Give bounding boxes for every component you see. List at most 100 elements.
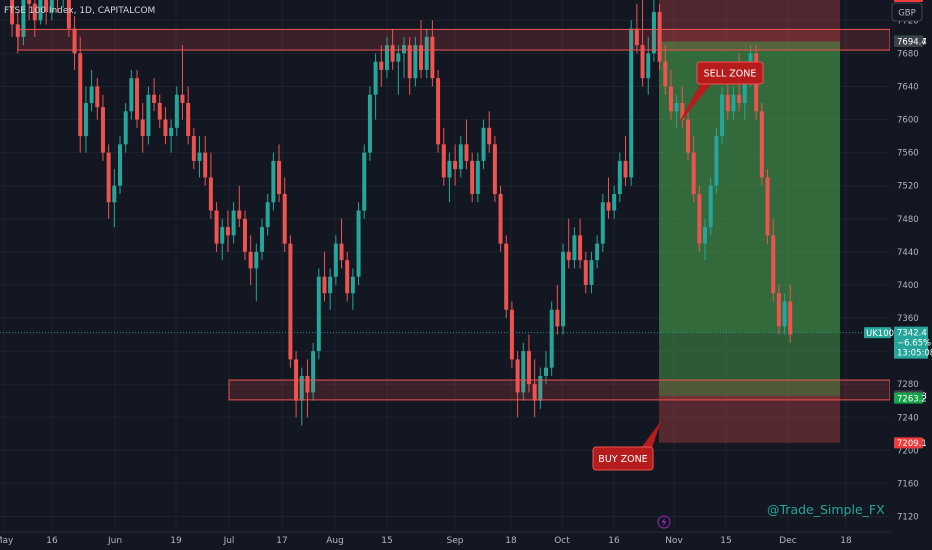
candle-body [538, 375, 543, 401]
candle [316, 268, 321, 360]
candle [492, 136, 497, 203]
candle [703, 218, 708, 261]
candle [38, 0, 43, 25]
candle [504, 235, 509, 319]
candle [277, 144, 282, 203]
candle-body [600, 202, 605, 244]
candle [362, 144, 367, 219]
candle-body [521, 351, 526, 393]
candle [57, 0, 59, 13]
candle [21, 0, 26, 46]
candle-body [413, 45, 418, 79]
candle [311, 342, 316, 401]
lightning-icon[interactable] [657, 515, 671, 529]
time-tick-label: 18 [505, 536, 517, 546]
candle [322, 251, 327, 302]
candle-body [765, 177, 770, 236]
candle [470, 152, 475, 203]
candle [686, 111, 690, 161]
candle [379, 45, 384, 87]
candle [782, 293, 787, 335]
candle-body [379, 61, 384, 70]
candle [271, 152, 276, 211]
zones-overlay [0, 28, 891, 401]
candle-body [441, 144, 446, 178]
candle [640, 0, 645, 87]
candle [657, 3, 662, 70]
time-axis[interactable]: May 16 Jun 19 Jul 17 Aug 15 Sep 18 Oct 16 Nov 15 Dec 18 [0, 531, 890, 546]
candle [129, 69, 134, 120]
candle [714, 127, 719, 194]
price-label-text: 7263.2 [897, 394, 927, 404]
candles [10, 0, 793, 426]
candle-body [419, 45, 424, 70]
candle [646, 36, 651, 95]
candle-body [118, 144, 122, 186]
price-tick-label: 7520 [897, 182, 919, 192]
last-price-badge: UK100 7342.4−6.65%13:05:08 [864, 326, 932, 359]
price-label: 7748.8 [894, 0, 927, 3]
candle-body [191, 136, 196, 161]
candle-body [771, 235, 776, 294]
candle [634, 3, 639, 54]
candle-body [390, 45, 395, 62]
candle-body [402, 45, 406, 54]
candle-body [282, 193, 287, 244]
candle [157, 94, 162, 128]
candle-body [299, 375, 304, 401]
symbol-badge-bg [864, 327, 891, 339]
candle [299, 367, 304, 426]
currency-label[interactable]: GBP [898, 9, 916, 19]
candle [447, 152, 452, 203]
candle-body [532, 384, 537, 401]
candle [617, 152, 622, 203]
candle-body [549, 309, 554, 368]
candle-body [333, 243, 338, 277]
candle-body [470, 160, 475, 194]
candle-body [311, 351, 316, 393]
candle-body [742, 78, 747, 103]
candle [225, 210, 230, 252]
price-labels: 7748.87694.77694.47265.87263.27209.1UK10… [864, 0, 932, 449]
candle [95, 78, 100, 120]
candle [487, 111, 492, 153]
price-tick-label: 7680 [897, 49, 919, 59]
candle [254, 243, 259, 302]
candle [44, 0, 49, 25]
candle-body [634, 28, 639, 46]
sell-zone-box [696, 61, 764, 85]
price-tick-label: 7400 [897, 281, 919, 291]
sell-zone-callout: SELL ZONE [677, 61, 764, 126]
candle-body [174, 94, 179, 128]
candle-body [220, 227, 225, 244]
candle [163, 107, 168, 145]
candle-body [367, 94, 372, 153]
candle [123, 103, 128, 153]
price-tick-label: 7280 [897, 380, 919, 390]
candle-body [362, 152, 367, 211]
price-tick-label: 7120 [897, 513, 919, 523]
price-tick-label: 7160 [897, 479, 919, 489]
price-axis[interactable]: 7120716072007240728073207360740074407480… [890, 0, 932, 550]
candle-body [396, 53, 401, 62]
candle [208, 152, 213, 219]
candle [441, 127, 446, 186]
candle-body [657, 12, 662, 62]
candle [521, 342, 526, 401]
last-price-value: 7342.4 [897, 329, 927, 339]
zones-background [659, 0, 840, 443]
candle [481, 119, 486, 170]
candle-body [708, 185, 713, 228]
candle [333, 235, 338, 285]
time-tick-label: Jun [107, 536, 122, 546]
candle [464, 119, 469, 170]
stop-box [659, 395, 840, 443]
currency-button[interactable]: GBP [891, 2, 923, 22]
last-price-bg [894, 326, 928, 359]
candle [345, 251, 350, 302]
candle-body [350, 276, 355, 294]
candle-body [561, 251, 566, 327]
candle-body [83, 103, 88, 137]
